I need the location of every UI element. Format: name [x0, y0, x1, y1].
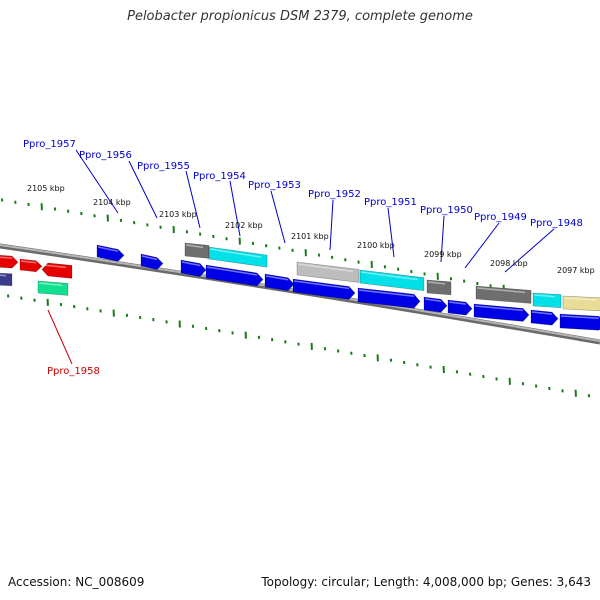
leader-line [440, 215, 445, 263]
leader-line [229, 180, 241, 237]
leader-line [47, 309, 73, 365]
gene-label-ppro-1956[interactable]: Ppro_1956 [79, 150, 132, 161]
gene-arrow [423, 296, 448, 313]
kbp-labels: 2105 kbp 2104 kbp 2103 kbp 2102 kbp 2101… [27, 184, 595, 275]
gene-highlight [97, 246, 119, 253]
gene-label-ppro-1951[interactable]: Ppro_1951 [364, 197, 417, 208]
kbp-label: 2105 kbp [27, 184, 65, 193]
kbp-label: 2099 kbp [424, 250, 462, 259]
gene-arrow [359, 269, 425, 292]
gene-arrow [0, 272, 13, 287]
gene-highlight [424, 298, 442, 303]
kbp-label: 2097 kbp [557, 266, 595, 275]
gene-arrow [140, 253, 164, 270]
gene-label-ppro-1953[interactable]: Ppro_1953 [248, 180, 301, 191]
gene-highlight [141, 255, 158, 261]
leader-line [504, 228, 555, 273]
gene-arrow [37, 280, 69, 296]
gene-arrow [19, 258, 43, 273]
gene-highlight [448, 301, 467, 305]
gene-highlight [427, 281, 446, 285]
kbp-label: 2100 kbp [357, 241, 395, 250]
gene-arrow [562, 295, 600, 312]
accession-text: Accession: NC_008609 [8, 575, 145, 589]
gene-arrow [559, 313, 600, 331]
leader-line [128, 160, 158, 219]
leader-line [270, 190, 286, 244]
gene-label-ppro-1955[interactable]: Ppro_1955 [137, 161, 190, 172]
gene-highlight [360, 271, 419, 281]
gene-highlight [293, 280, 350, 290]
gene-label-ppro-1954[interactable]: Ppro_1954 [193, 171, 246, 182]
gene-highlight [474, 305, 524, 312]
gene-arrow [530, 309, 559, 326]
gene-arrow [208, 246, 268, 268]
leader-line [329, 199, 334, 251]
kbp-label: 2104 kbp [93, 198, 131, 207]
gene-highlight [533, 294, 556, 298]
genome-summary-text: Topology: circular; Length: 4,008,000 bp… [261, 575, 591, 589]
gene-highlight [181, 261, 201, 267]
leader-line [75, 149, 119, 214]
gene-highlight [560, 315, 600, 319]
kbp-label: 2098 kbp [490, 259, 528, 268]
gene-label-ppro-1952[interactable]: Ppro_1952 [308, 189, 361, 200]
gene-arrow [532, 292, 562, 308]
label-leaders [47, 149, 555, 365]
gene-highlight [209, 248, 262, 258]
gene-arrow [426, 279, 452, 296]
gene-highlight [0, 274, 7, 277]
gene-highlight [476, 287, 526, 294]
gene-arrow [475, 285, 532, 304]
gene-highlight [38, 282, 63, 287]
gene-highlight [358, 289, 415, 297]
gene-label-ppro-1948[interactable]: Ppro_1948 [530, 218, 583, 229]
gene-highlight [206, 266, 258, 276]
gene-highlight [265, 275, 289, 281]
gene-arrow [41, 262, 73, 279]
gene-label-ppro-1958[interactable]: Ppro_1958 [47, 366, 100, 377]
gene-arrow [473, 303, 530, 322]
inner-tick-ruler [7, 294, 591, 398]
gene-arrow [0, 254, 19, 269]
gene-arrow [96, 244, 125, 262]
gene-arrow [447, 299, 473, 316]
gene-arrow [205, 264, 264, 287]
leader-line [464, 222, 500, 269]
kbp-label: 2102 kbp [225, 221, 263, 230]
gene-label-ppro-1949[interactable]: Ppro_1949 [474, 212, 527, 223]
gene-highlight [42, 264, 67, 269]
gene-arrow [264, 273, 295, 292]
gene-arrow [180, 259, 207, 277]
gene-arrow [292, 278, 356, 300]
gene-highlight [563, 297, 598, 301]
gene-highlight [20, 260, 37, 264]
gene-highlight [297, 263, 354, 273]
kbp-label: 2101 kbp [291, 232, 329, 241]
gene-highlight [531, 311, 553, 315]
gene-highlight [0, 256, 13, 259]
gene-arrow [357, 287, 421, 309]
genome-title: Pelobacter propionicus DSM 2379, complet… [127, 9, 473, 24]
gene-arrow [296, 261, 360, 283]
gene-features [0, 242, 600, 331]
gene-highlight [185, 244, 204, 249]
gene-labels: Ppro_1957 Ppro_1956 Ppro_1955 Ppro_1954 … [23, 139, 583, 377]
leader-line [387, 207, 395, 258]
kbp-label: 2103 kbp [159, 210, 197, 219]
gene-label-ppro-1957[interactable]: Ppro_1957 [23, 139, 76, 150]
leader-line [185, 170, 201, 229]
gene-label-ppro-1950[interactable]: Ppro_1950 [420, 205, 473, 216]
